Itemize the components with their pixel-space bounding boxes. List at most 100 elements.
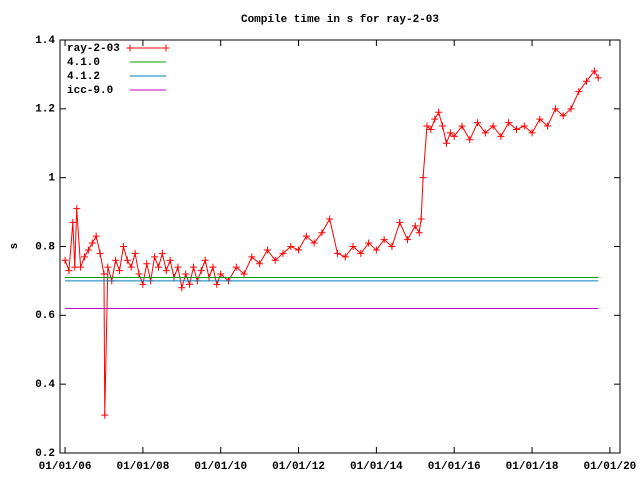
point-marker xyxy=(65,267,73,275)
point-marker xyxy=(71,263,79,271)
point-marker xyxy=(100,270,108,278)
point-marker xyxy=(431,115,439,123)
y-tick-label: 1 xyxy=(48,173,55,185)
point-marker xyxy=(439,122,447,130)
x-tick-label: 01/01/16 xyxy=(428,461,481,473)
point-marker xyxy=(112,256,120,264)
point-marker xyxy=(240,270,248,278)
point-marker xyxy=(217,270,225,278)
point-marker xyxy=(497,132,505,140)
point-marker xyxy=(474,119,482,127)
point-marker xyxy=(458,122,466,130)
point-marker xyxy=(559,112,567,120)
chart-title: Compile time in s for ray-2-03 xyxy=(241,14,439,26)
point-marker xyxy=(544,122,552,130)
point-marker xyxy=(182,270,190,278)
point-marker xyxy=(178,284,186,292)
point-marker xyxy=(423,122,431,130)
x-tick-label: 01/01/18 xyxy=(506,461,559,473)
point-marker xyxy=(84,246,92,254)
point-marker xyxy=(287,243,295,250)
y-axis-label: s xyxy=(9,243,21,250)
point-marker xyxy=(77,263,85,271)
point-marker xyxy=(123,256,131,264)
point-marker xyxy=(81,253,89,261)
point-marker xyxy=(551,105,559,113)
y-tick-label: 0.6 xyxy=(35,310,55,322)
point-marker xyxy=(232,263,240,271)
x-tick-label: 01/01/12 xyxy=(272,461,325,473)
point-marker xyxy=(590,67,598,75)
point-marker xyxy=(450,132,458,140)
point-marker xyxy=(427,125,435,133)
point-marker xyxy=(271,256,279,264)
point-marker xyxy=(520,122,528,130)
point-marker xyxy=(213,280,221,288)
point-marker xyxy=(380,236,388,244)
point-marker xyxy=(417,215,425,223)
y-tick-label: 1.2 xyxy=(35,104,55,116)
y-tick-label: 0.4 xyxy=(35,379,55,391)
legend-label: 4.1.2 xyxy=(67,71,100,83)
point-marker xyxy=(388,243,396,250)
point-marker xyxy=(158,249,166,257)
point-marker xyxy=(73,205,81,213)
legend-label: ray-2-03 xyxy=(67,43,120,55)
point-marker xyxy=(435,108,443,116)
point-marker xyxy=(201,256,209,264)
point-marker xyxy=(310,239,318,247)
point-marker xyxy=(442,139,450,147)
point-marker xyxy=(575,88,583,96)
point-marker xyxy=(528,129,536,137)
point-marker xyxy=(209,263,217,271)
point-marker xyxy=(104,263,112,271)
point-marker xyxy=(151,253,159,261)
point-marker xyxy=(61,256,69,264)
point-marker xyxy=(326,215,334,223)
x-tick-label: 01/01/08 xyxy=(116,461,169,473)
point-marker xyxy=(333,249,341,257)
point-marker xyxy=(116,267,124,275)
x-tick-label: 01/01/14 xyxy=(350,461,403,473)
x-tick-label: 01/01/10 xyxy=(194,461,247,473)
point-marker xyxy=(372,246,380,254)
point-marker xyxy=(119,243,127,250)
point-marker xyxy=(127,263,135,271)
point-marker xyxy=(567,105,575,113)
point-marker xyxy=(349,243,357,250)
point-marker xyxy=(536,115,544,123)
point-marker xyxy=(466,136,474,144)
point-marker xyxy=(248,253,256,261)
point-marker xyxy=(357,249,365,257)
point-marker xyxy=(174,263,182,271)
point-marker xyxy=(404,236,412,244)
point-marker xyxy=(295,246,303,254)
point-marker xyxy=(302,232,310,240)
legend-label: icc-9.0 xyxy=(67,85,113,97)
legend-label: 4.1.0 xyxy=(67,57,100,69)
point-marker xyxy=(92,232,100,240)
series-line xyxy=(64,70,599,416)
point-marker xyxy=(143,260,151,268)
point-marker xyxy=(419,174,427,182)
y-tick-label: 0.2 xyxy=(35,448,55,460)
point-marker xyxy=(154,263,162,271)
point-marker xyxy=(263,246,271,254)
x-tick-label: 01/01/06 xyxy=(39,461,92,473)
point-marker xyxy=(512,125,520,133)
point-marker xyxy=(505,119,513,127)
point-marker xyxy=(279,249,287,257)
point-marker xyxy=(489,122,497,130)
point-marker xyxy=(69,218,77,226)
point-marker xyxy=(197,267,205,275)
point-marker xyxy=(256,260,264,268)
point-marker xyxy=(594,74,602,82)
point-marker xyxy=(186,280,194,288)
point-marker xyxy=(396,218,404,226)
point-marker xyxy=(166,256,174,264)
point-marker xyxy=(411,222,419,230)
point-marker xyxy=(341,253,349,261)
point-marker xyxy=(481,129,489,137)
point-marker xyxy=(88,239,96,247)
point-marker xyxy=(415,229,423,237)
